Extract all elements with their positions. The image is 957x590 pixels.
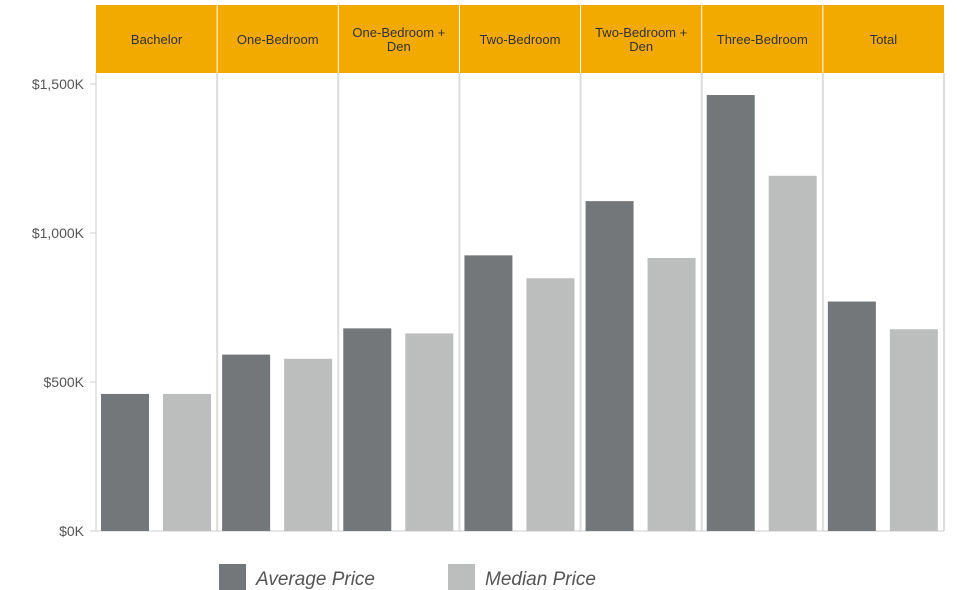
category-label: One-Bedroom (237, 32, 319, 47)
bar-median-price (405, 333, 454, 531)
y-tick-label: $1,500K (32, 76, 85, 92)
legend-label-average: Average Price (255, 569, 375, 590)
bar-median-price (889, 329, 938, 531)
bar-average-price (464, 255, 513, 531)
category-labels: Bachelor One-Bedroom One-Bedroom +Den Two-B… (131, 25, 897, 54)
bars (101, 95, 938, 531)
y-tick-label: $0K (59, 523, 85, 539)
bar-average-price (101, 393, 149, 531)
bar-average-price (827, 301, 876, 531)
category-label: One-Bedroom + (352, 25, 445, 40)
bar-median-price (647, 258, 696, 531)
bar-average-price (706, 95, 755, 531)
bar-average-price (343, 328, 392, 531)
category-label: Two-Bedroom (480, 32, 561, 47)
bar-median-price (163, 393, 211, 531)
category-label: Two-Bedroom + (595, 25, 687, 40)
y-tick-label: $1,000K (32, 225, 85, 241)
y-axis-ticks: $0K $500K $1,000K $1,500K (32, 76, 96, 539)
bar-median-price (284, 358, 333, 531)
category-separators (216, 5, 945, 531)
category-label: Den (387, 39, 411, 54)
category-label: Bachelor (131, 32, 183, 47)
bar-median-price (526, 278, 575, 531)
legend-swatch-average (219, 564, 246, 590)
category-label: Total (870, 32, 898, 47)
legend-swatch-median (448, 564, 475, 590)
bar-average-price (222, 354, 271, 531)
legend-label-median: Median Price (485, 569, 596, 590)
category-label: Three-Bedroom (717, 32, 808, 47)
category-header-band (96, 5, 944, 73)
bar-average-price (585, 201, 634, 531)
bar-median-price (768, 175, 817, 531)
legend: Average Price Median Price (219, 564, 596, 590)
y-tick-label: $500K (44, 374, 85, 390)
category-label: Den (629, 39, 653, 54)
